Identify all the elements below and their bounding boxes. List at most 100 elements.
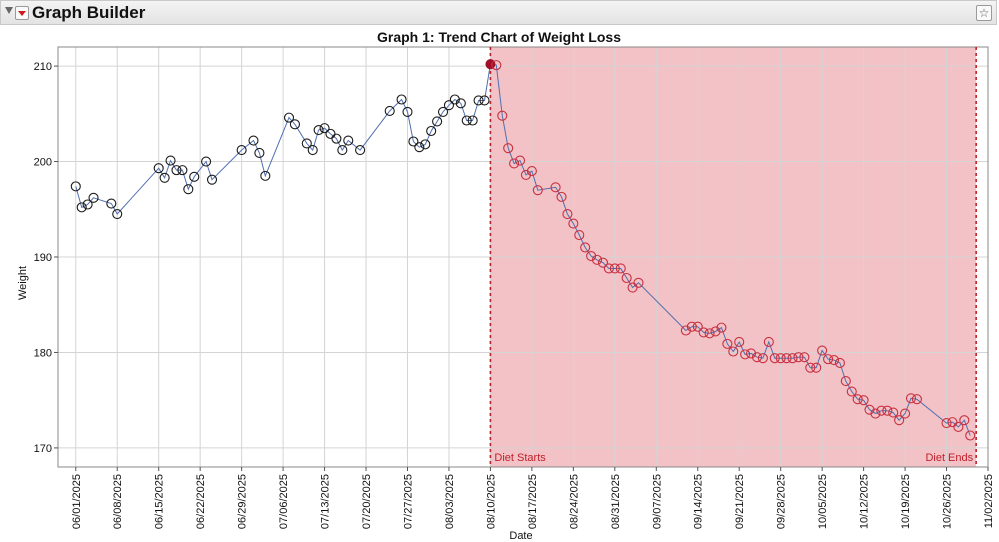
data-point[interactable]	[337, 145, 348, 156]
data-point[interactable]	[461, 115, 472, 126]
data-point[interactable]	[615, 263, 626, 274]
data-point[interactable]	[331, 133, 342, 144]
data-point[interactable]	[479, 95, 490, 106]
data-point[interactable]	[609, 263, 620, 274]
data-point[interactable]	[959, 415, 970, 426]
data-point[interactable]	[941, 418, 952, 429]
data-point[interactable]	[686, 321, 697, 332]
data-point[interactable]	[343, 135, 354, 146]
data-point[interactable]	[698, 327, 709, 338]
data-point[interactable]	[420, 139, 431, 150]
data-point[interactable]	[828, 355, 840, 366]
data-point[interactable]	[384, 105, 395, 117]
data-point[interactable]	[106, 198, 117, 209]
data-point[interactable]	[793, 352, 804, 363]
data-point[interactable]	[307, 145, 318, 156]
data-point[interactable]	[88, 192, 99, 203]
data-point[interactable]	[591, 254, 603, 265]
data-point[interactable]	[532, 185, 543, 196]
data-point[interactable]	[757, 353, 768, 364]
data-point[interactable]	[491, 60, 502, 71]
data-point[interactable]	[319, 123, 330, 134]
data-point[interactable]	[236, 145, 247, 156]
data-point[interactable]	[580, 242, 591, 253]
collapse-disclosure-icon[interactable]	[5, 7, 13, 14]
data-point[interactable]	[171, 165, 182, 176]
data-point[interactable]	[840, 376, 851, 387]
data-point[interactable]	[432, 116, 443, 127]
data-point[interactable]	[402, 106, 413, 117]
data-point[interactable]	[769, 353, 780, 364]
data-point[interactable]	[740, 349, 751, 360]
data-point[interactable]	[283, 112, 295, 123]
data-point[interactable]	[888, 407, 899, 418]
data-point[interactable]	[597, 257, 609, 268]
data-point[interactable]	[716, 322, 727, 333]
data-point[interactable]	[301, 138, 312, 149]
data-point[interactable]	[455, 98, 466, 109]
data-point[interactable]	[562, 208, 573, 220]
data-point[interactable]	[153, 163, 164, 174]
data-point[interactable]	[313, 124, 324, 136]
data-point[interactable]	[965, 430, 976, 441]
data-point[interactable]	[763, 336, 774, 348]
data-point[interactable]	[734, 336, 745, 348]
data-point[interactable]	[787, 353, 798, 364]
data-point[interactable]	[834, 357, 845, 369]
data-point[interactable]	[894, 415, 905, 426]
data-point[interactable]	[621, 272, 632, 284]
red-triangle-menu-icon[interactable]	[15, 6, 29, 20]
data-point[interactable]	[799, 352, 810, 363]
data-point[interactable]	[852, 394, 863, 405]
data-point[interactable]	[775, 353, 786, 364]
data-point[interactable]	[206, 174, 218, 185]
data-point[interactable]	[189, 171, 200, 182]
data-point[interactable]	[692, 321, 703, 332]
data-point[interactable]	[550, 182, 561, 193]
data-point[interactable]	[509, 158, 520, 169]
data-point[interactable]	[248, 135, 259, 146]
data-point[interactable]	[781, 353, 792, 364]
data-point[interactable]	[473, 95, 484, 106]
data-point[interactable]	[408, 136, 419, 147]
data-point[interactable]	[76, 202, 87, 213]
data-point[interactable]	[514, 155, 526, 166]
data-point[interactable]	[882, 405, 893, 416]
data-point[interactable]	[396, 94, 407, 105]
data-point[interactable]	[728, 346, 739, 357]
data-point[interactable]	[165, 155, 176, 166]
data-point[interactable]	[355, 145, 366, 156]
data-point[interactable]	[574, 229, 585, 241]
data-point[interactable]	[467, 115, 478, 126]
data-point[interactable]	[260, 170, 271, 181]
data-point[interactable]	[722, 338, 733, 349]
data-point[interactable]	[823, 354, 834, 365]
data-point[interactable]	[497, 110, 508, 121]
data-point[interactable]	[704, 328, 715, 339]
data-point[interactable]	[183, 184, 194, 195]
star-icon[interactable]: ☆	[976, 5, 992, 21]
data-point[interactable]	[953, 421, 964, 432]
data-point[interactable]	[568, 218, 579, 229]
data-point[interactable]	[159, 172, 170, 183]
data-point[interactable]	[905, 393, 917, 404]
data-point[interactable]	[289, 119, 300, 130]
data-point[interactable]	[201, 156, 212, 167]
data-point[interactable]	[503, 143, 514, 154]
data-point[interactable]	[414, 142, 425, 153]
data-point[interactable]	[254, 147, 265, 159]
data-point[interactable]	[633, 277, 644, 288]
data-point[interactable]	[437, 106, 449, 117]
data-point[interactable]	[811, 362, 822, 373]
data-point[interactable]	[911, 394, 922, 405]
data-point[interactable]	[846, 386, 857, 397]
data-point[interactable]	[443, 100, 455, 111]
data-point[interactable]	[112, 208, 123, 220]
data-point[interactable]	[526, 166, 537, 177]
data-point[interactable]	[70, 181, 81, 192]
data-point[interactable]	[858, 395, 869, 406]
data-point[interactable]	[805, 362, 816, 373]
data-point[interactable]	[876, 405, 887, 416]
data-point[interactable]	[751, 352, 763, 363]
data-point[interactable]	[900, 408, 911, 419]
